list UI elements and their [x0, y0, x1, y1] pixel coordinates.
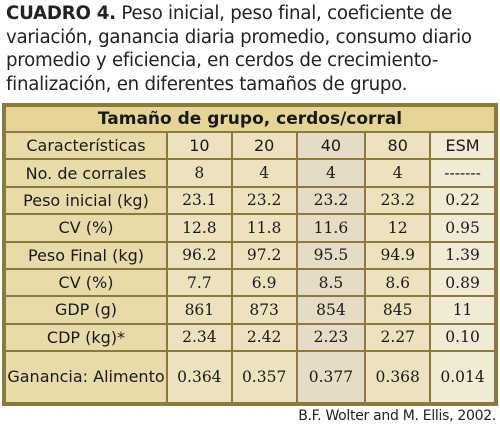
table-cell: 0.357: [232, 352, 296, 402]
table-cell: 6.9: [232, 269, 296, 296]
column-header-40: 40: [297, 133, 365, 159]
row-label: No. de corrales: [6, 160, 166, 186]
table-cell: 23.2: [366, 187, 430, 214]
table-cell: 0.364: [167, 352, 231, 402]
table-cell: 4: [297, 160, 365, 186]
table-cell: 4: [366, 160, 430, 186]
table-cell: 0.014: [431, 352, 494, 402]
column-header-characteristics: Características: [6, 133, 166, 159]
group-header-row: Tamaño de grupo, cerdos/corral: [6, 107, 494, 131]
caption-text: Peso inicial, peso final, coeficiente de…: [6, 3, 472, 95]
table-cell: 23.2: [297, 187, 365, 214]
table-cell: 4: [232, 160, 296, 186]
data-table: Tamaño de grupo, cerdos/corral Caracterí…: [4, 105, 496, 404]
column-header-10: 10: [167, 133, 231, 159]
table-cell: 11.6: [297, 215, 365, 241]
table-cell: 8.6: [366, 269, 430, 296]
source-citation: B.F. Wolter and M. Ellis, 2002.: [298, 408, 496, 424]
data-table-frame: Tamaño de grupo, cerdos/corral Caracterí…: [2, 103, 498, 406]
table-row: CV (%) 7.7 6.9 8.5 8.6 0.89: [6, 269, 494, 296]
table-row: No. de corrales 8 4 4 4 -------: [6, 160, 494, 186]
table-cell: 11: [431, 297, 494, 323]
column-header-20: 20: [232, 133, 296, 159]
row-label: CV (%): [6, 269, 166, 296]
row-label: Peso inicial (kg): [6, 187, 166, 214]
table-cell: 854: [297, 297, 365, 323]
table-cell: 0.10: [431, 324, 494, 350]
caption-label: CUADRO 4.: [6, 3, 116, 24]
table-row: CDP (kg)* 2.34 2.42 2.23 2.27 0.10: [6, 324, 494, 350]
row-label: GDP (g): [6, 297, 166, 323]
table-cell: 2.34: [167, 324, 231, 350]
row-label: CV (%): [6, 215, 166, 241]
table-cell: 845: [366, 297, 430, 323]
table-cell: 11.8: [232, 215, 296, 241]
table-cell: 7.7: [167, 269, 231, 296]
table-cell: 0.95: [431, 215, 494, 241]
table-caption: CUADRO 4. Peso inicial, peso final, coef…: [6, 2, 496, 96]
table-cell: 0.89: [431, 269, 494, 296]
column-header-esm: ESM: [431, 133, 494, 159]
table-cell: 96.2: [167, 242, 231, 268]
table-cell: 0.22: [431, 187, 494, 214]
column-header-row: Características 10 20 40 80 ESM: [6, 133, 494, 159]
column-header-80: 80: [366, 133, 430, 159]
table-cell: 2.23: [297, 324, 365, 350]
table-cell: 23.1: [167, 187, 231, 214]
row-label: CDP (kg)*: [6, 324, 166, 350]
table-cell: 1.39: [431, 242, 494, 268]
table-cell: 12: [366, 215, 430, 241]
table-cell: 873: [232, 297, 296, 323]
row-label: Ganancia: Alimento: [6, 352, 166, 402]
table-cell: 94.9: [366, 242, 430, 268]
table-row: Peso Final (kg) 96.2 97.2 95.5 94.9 1.39: [6, 242, 494, 268]
table-cell: 861: [167, 297, 231, 323]
table-cell: 8.5: [297, 269, 365, 296]
table-cell: 97.2: [232, 242, 296, 268]
row-label: Peso Final (kg): [6, 242, 166, 268]
table-row: GDP (g) 861 873 854 845 11: [6, 297, 494, 323]
table-cell: 12.8: [167, 215, 231, 241]
table-cell: 95.5: [297, 242, 365, 268]
group-header: Tamaño de grupo, cerdos/corral: [6, 107, 494, 131]
table-cell: 23.2: [232, 187, 296, 214]
table-row: Peso inicial (kg) 23.1 23.2 23.2 23.2 0.…: [6, 187, 494, 214]
table-cell: 2.42: [232, 324, 296, 350]
table-row: CV (%) 12.8 11.8 11.6 12 0.95: [6, 215, 494, 241]
table-cell: -------: [431, 160, 494, 186]
table-cell: 0.377: [297, 352, 365, 402]
table-cell: 2.27: [366, 324, 430, 350]
table-row: Ganancia: Alimento 0.364 0.357 0.377 0.3…: [6, 352, 494, 402]
table-cell: 8: [167, 160, 231, 186]
table-cell: 0.368: [366, 352, 430, 402]
